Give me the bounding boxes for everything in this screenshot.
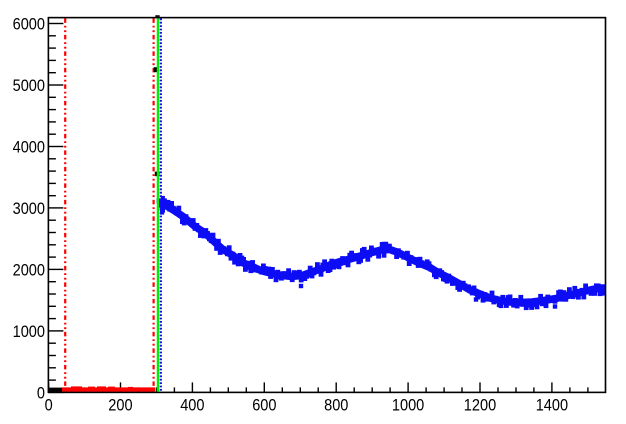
svg-text:400: 400 <box>180 397 204 415</box>
svg-text:0: 0 <box>45 397 53 415</box>
svg-text:1000: 1000 <box>392 397 424 415</box>
svg-text:200: 200 <box>108 397 132 415</box>
svg-text:4000: 4000 <box>13 139 45 157</box>
svg-text:1400: 1400 <box>536 397 568 415</box>
svg-text:1000: 1000 <box>13 323 45 341</box>
svg-text:0: 0 <box>37 385 45 403</box>
svg-text:6000: 6000 <box>13 16 45 34</box>
svg-text:5000: 5000 <box>13 77 45 95</box>
svg-text:600: 600 <box>252 397 276 415</box>
svg-text:1200: 1200 <box>464 397 496 415</box>
svg-text:800: 800 <box>324 397 348 415</box>
svg-text:3000: 3000 <box>13 200 45 218</box>
svg-text:2000: 2000 <box>13 262 45 280</box>
